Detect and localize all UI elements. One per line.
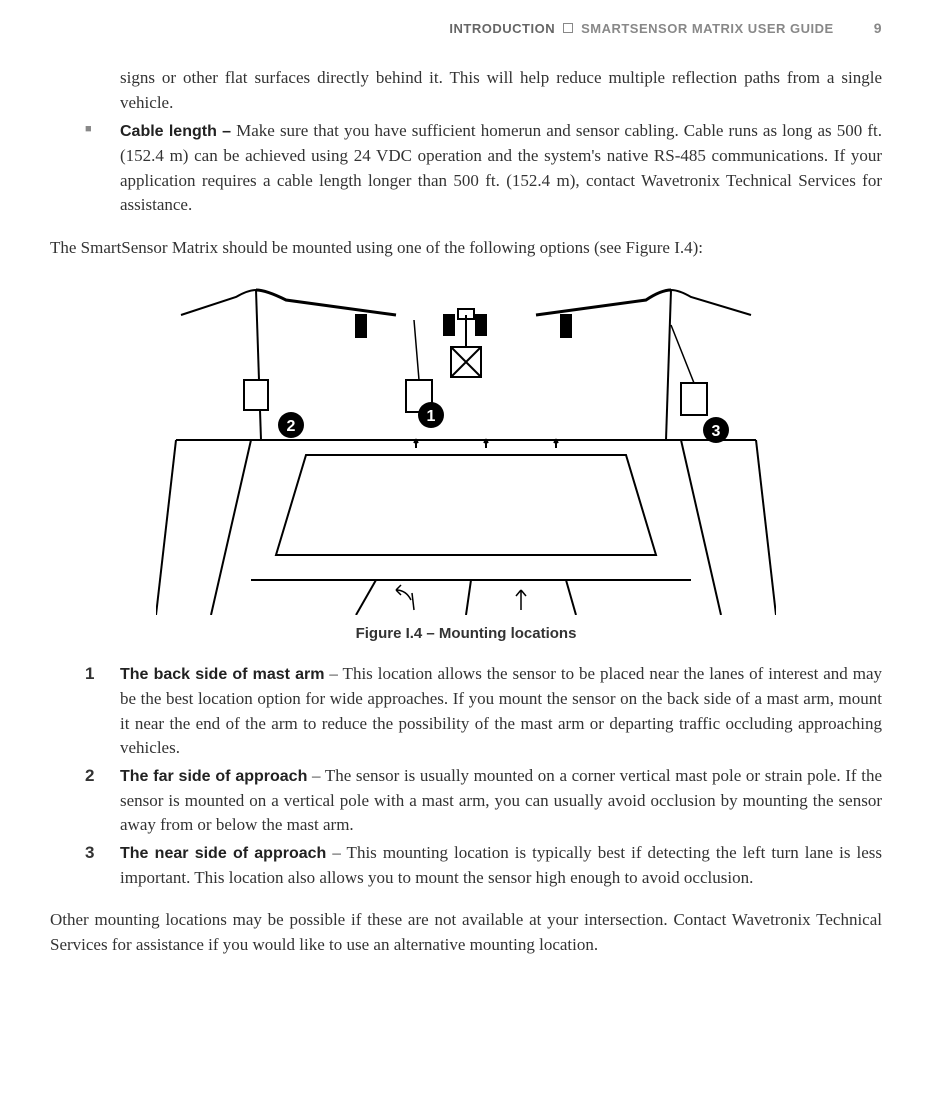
- header-square-icon: [563, 23, 573, 33]
- num2-label: The far side of approach: [120, 768, 307, 785]
- num1-label: The back side of mast arm: [120, 666, 324, 683]
- bullet-label: Cable length –: [120, 123, 231, 140]
- figure-caption: Figure I.4 – Mounting locations: [50, 625, 882, 642]
- figure-mounting-locations: 1 2 3: [50, 285, 882, 615]
- paragraph-other-locations: Other mounting locations may be possible…: [50, 908, 882, 957]
- header-section: INTRODUCTION: [449, 21, 555, 36]
- mounting-diagram: 1 2 3: [156, 285, 776, 615]
- page-number: 9: [874, 20, 882, 36]
- svg-text:3: 3: [712, 423, 721, 440]
- num-marker-3: 3: [85, 841, 94, 866]
- num-marker-1: 1: [85, 662, 94, 687]
- bullet-text: Make sure that you have sufficient homer…: [120, 121, 882, 214]
- page-header: INTRODUCTION SMARTSENSOR MATRIX USER GUI…: [50, 20, 882, 36]
- num-marker-2: 2: [85, 764, 94, 789]
- svg-text:1: 1: [427, 408, 436, 425]
- num3-label: The near side of approach: [120, 845, 326, 862]
- svg-text:2: 2: [287, 418, 296, 435]
- numbered-item-1: 1 The back side of mast arm – This locat…: [120, 662, 882, 761]
- paragraph-continuation: signs or other flat surfaces directly be…: [120, 66, 882, 115]
- bullet-cable-length: Cable length – Make sure that you have s…: [120, 119, 882, 218]
- header-title: SMARTSENSOR MATRIX USER GUIDE: [581, 21, 834, 36]
- numbered-item-3: 3 The near side of approach – This mount…: [120, 841, 882, 890]
- paragraph-mounting-intro: The SmartSensor Matrix should be mounted…: [50, 236, 882, 261]
- numbered-item-2: 2 The far side of approach – The sensor …: [120, 764, 882, 838]
